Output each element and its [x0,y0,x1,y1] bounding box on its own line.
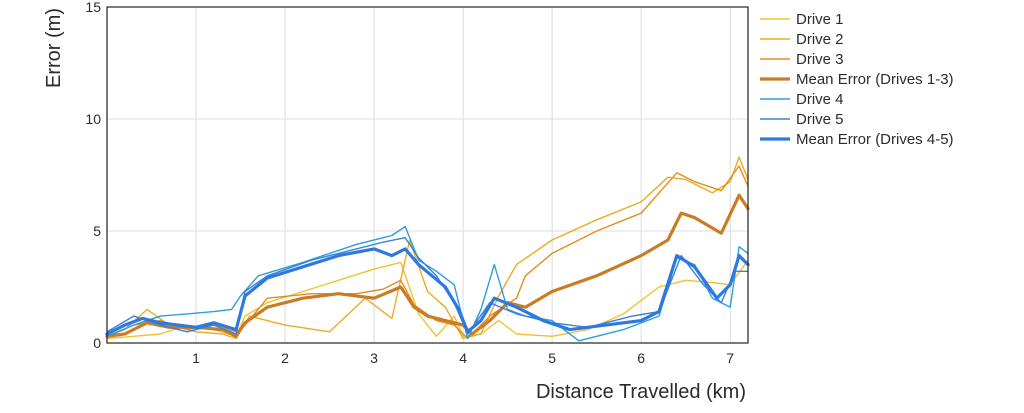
legend-label: Mean Error (Drives 4-5) [796,131,954,148]
plot-frame [106,6,749,344]
x-tick-label: 4 [459,350,467,366]
legend-label: Drive 3 [796,51,844,68]
x-axis-title: Distance Travelled (km) [536,381,746,403]
grid [107,7,748,343]
x-tick-label: 3 [370,350,378,366]
x-tick-label: 6 [637,350,645,366]
series-line-2 [106,156,749,340]
legend: Drive 1 Drive 2 Drive 3 Mean Error (Drives … [760,11,954,148]
tick-labels: 1 2 3 4 5 6 7 0 5 10 15 [85,0,734,366]
x-tick-label: 2 [281,350,289,366]
series-line-6 [106,237,749,335]
x-tick-label: 5 [548,350,556,366]
x-tick-label: 7 [726,350,734,366]
series-line-1 [106,259,749,340]
series-line-5 [106,225,749,342]
series-line-7 [105,247,750,336]
legend-label: Drive 2 [796,31,844,48]
series-line-4 [105,193,750,338]
x-tick-label: 1 [192,350,200,366]
legend-label: Mean Error (Drives 1-3) [796,71,954,88]
y-axis-title: Error (m) [43,8,65,88]
y-tick-label: 0 [93,335,101,351]
legend-label: Drive 5 [796,111,844,128]
legend-label: Drive 4 [796,91,844,108]
y-tick-label: 10 [85,111,101,127]
series-layer [105,156,750,342]
legend-label: Drive 1 [796,11,844,28]
y-tick-label: 5 [93,223,101,239]
y-tick-label: 15 [85,0,101,15]
axes [106,6,749,344]
